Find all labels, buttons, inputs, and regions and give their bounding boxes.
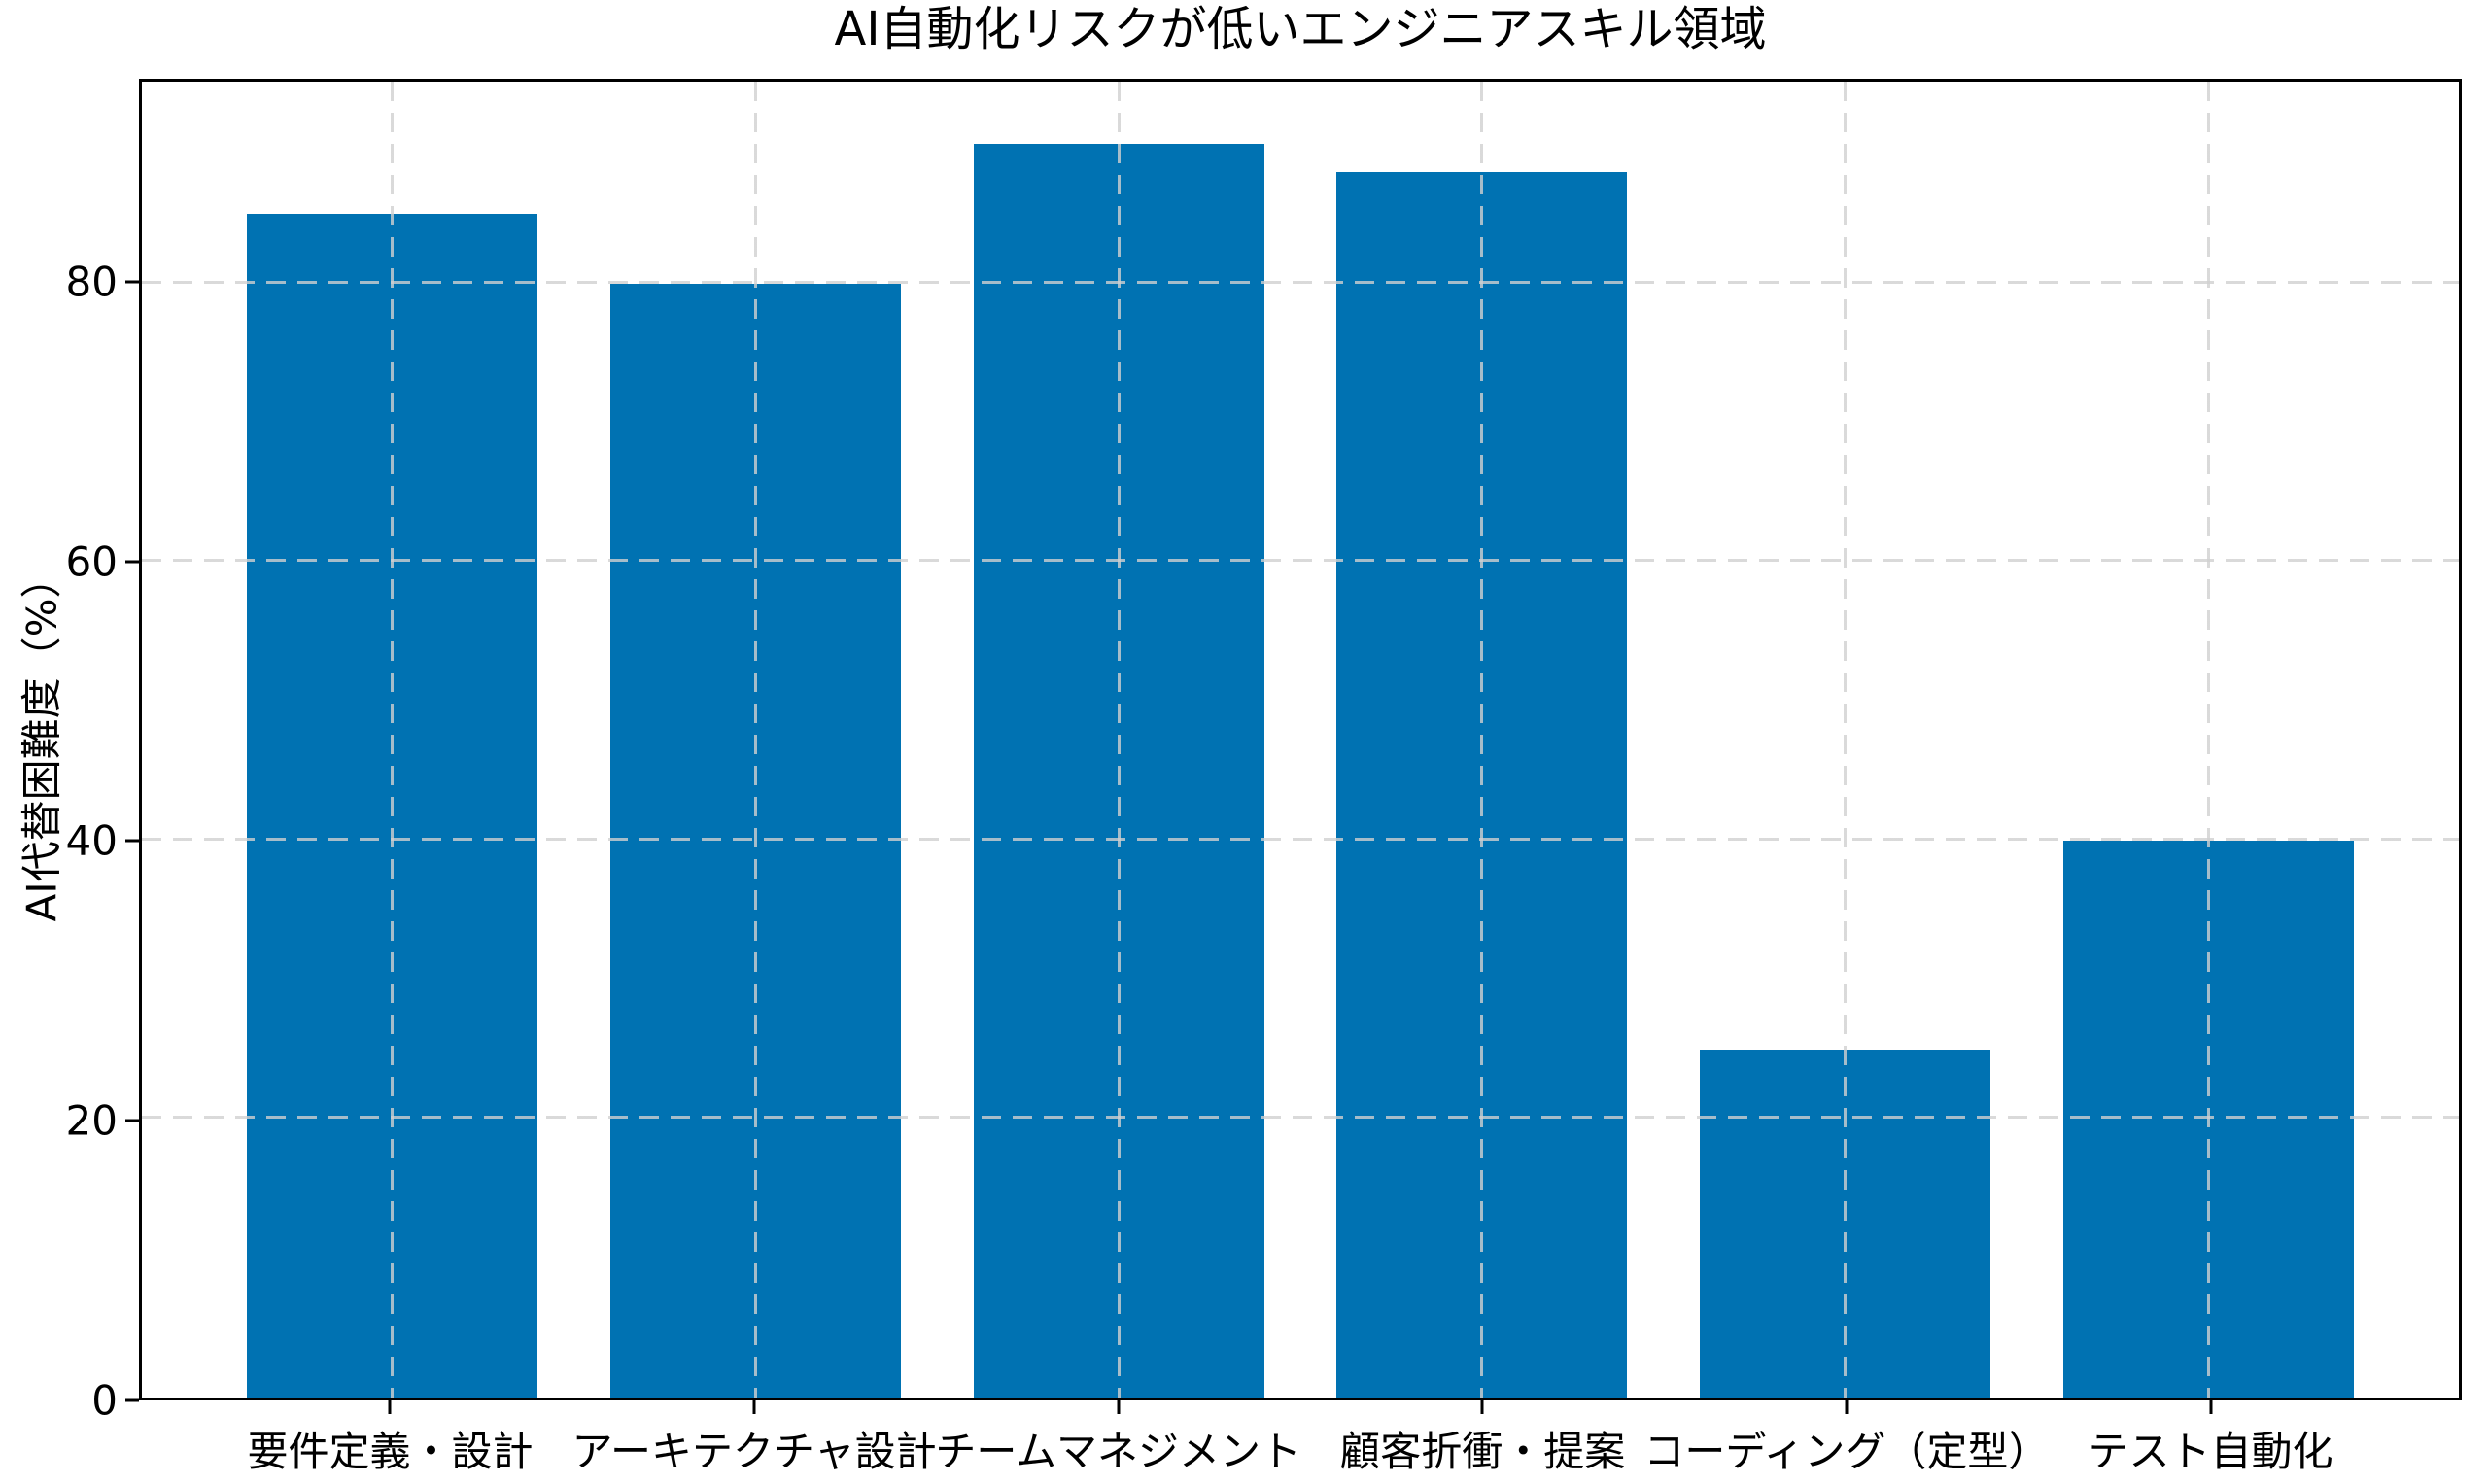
y-axis-tick-labels: 0 20 40 60 80 (0, 0, 118, 1484)
x-tick-mark (1480, 1400, 1484, 1414)
x-tick-label: コーディング（定型） (1643, 1428, 2050, 1475)
x-tick-mark (752, 1400, 756, 1414)
y-tick-label: 20 (65, 1096, 118, 1145)
x-tick-label: アーキテクチャ設計 (571, 1428, 937, 1475)
plot-area (139, 79, 2462, 1400)
x-tick-mark (388, 1400, 392, 1414)
x-tick-mark (2209, 1400, 2213, 1414)
y-tick-mark (125, 280, 139, 284)
bar (2062, 840, 2354, 1398)
y-tick-mark (125, 1398, 139, 1402)
bar (610, 283, 901, 1398)
chart-title: AI自動化リスクが低いエンジニアスキル領域 (834, 2, 1767, 56)
y-tick-mark (125, 560, 139, 563)
y-tick-label: 40 (65, 816, 118, 865)
y-tick-label: 60 (65, 537, 118, 585)
y-tick-label: 0 (91, 1376, 118, 1425)
bar (973, 144, 1264, 1398)
x-tick-label: チームマネジメント (935, 1428, 1302, 1475)
y-tick-label: 80 (65, 258, 118, 306)
bar (1700, 1049, 1990, 1398)
y-tick-mark (125, 839, 139, 843)
x-tick-mark (1117, 1400, 1121, 1414)
bars-layer (142, 82, 2459, 1398)
x-tick-label: テスト自動化 (2088, 1428, 2333, 1475)
x-tick-label: 要件定義・設計 (247, 1428, 534, 1475)
x-tick-label: 顧客折衝・提案 (1339, 1428, 1626, 1475)
x-tick-mark (1845, 1400, 1849, 1414)
bar (247, 214, 538, 1398)
bar (1336, 172, 1628, 1398)
y-tick-mark (125, 1119, 139, 1122)
